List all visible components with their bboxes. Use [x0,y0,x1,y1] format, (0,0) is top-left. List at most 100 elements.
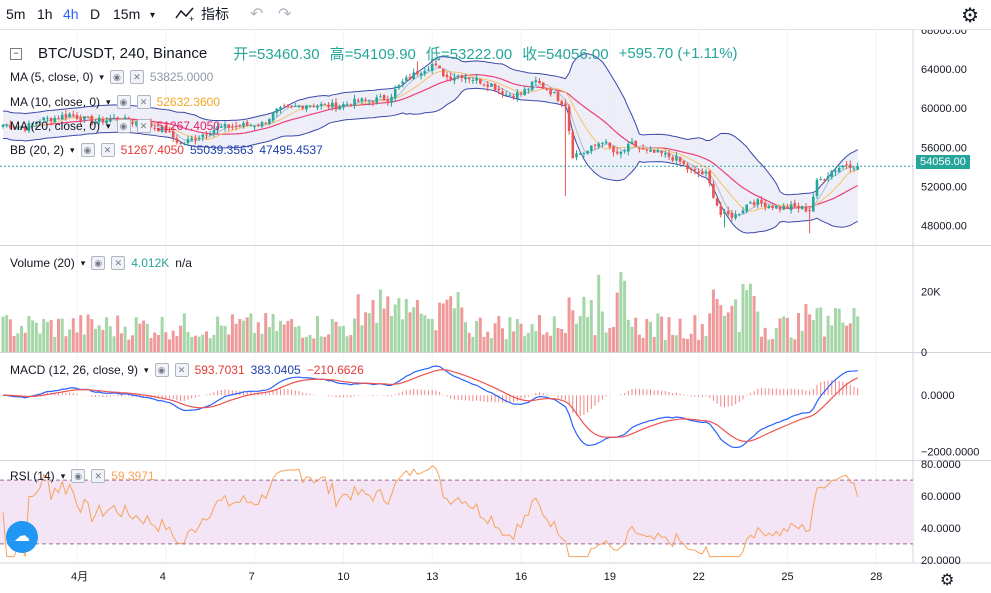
volume-bar [711,289,715,352]
candle-body [430,63,434,71]
volume-bar [401,319,405,352]
volume-bar [600,311,604,352]
tradingview-logo-icon[interactable]: ☁ [6,521,38,553]
volume-bar [719,305,723,352]
volume-bar [471,336,475,352]
eye-icon[interactable]: ◉ [154,363,169,377]
legend-ma10[interactable]: MA (10, close, 0) ▾ ◉ ✕ 52632.3600 [10,95,220,109]
volume-bar [371,299,375,352]
candle-body [471,80,475,82]
close-icon[interactable]: ✕ [100,143,115,157]
volume-bar [575,323,578,352]
candle-body [308,105,312,107]
timeframe-1h[interactable]: 1h [37,6,53,22]
volume-bar [101,329,105,352]
volume-bar [119,333,123,352]
indicators-button[interactable]: + 指标 [175,4,229,24]
settings-gear-icon[interactable]: ⚙ [961,5,979,27]
candle-body [586,150,589,154]
eye-icon[interactable]: ◉ [116,119,131,133]
volume-bar [212,334,216,352]
candle-body [97,117,101,123]
close-icon[interactable]: ✕ [91,469,106,483]
chart-canvas[interactable]: 68000.00 64000.00 60000.00 56000.00 52000.00… [0,30,991,593]
candle-body [519,92,523,94]
volume-bar [168,339,171,352]
eye-icon[interactable]: ◉ [71,469,86,483]
candle-body [590,145,593,152]
volume-bar [75,332,79,352]
close-icon[interactable]: ✕ [136,95,151,109]
legend-ma20[interactable]: MA (20, close, 0) ▾ ◉ ✕ 51267.4050 [10,119,220,133]
timeframe-15m[interactable]: 15m [113,6,141,22]
volume-bar [301,337,305,352]
volume-bar [131,335,134,352]
candle-body [220,126,223,128]
settings-gear-icon-bottom[interactable]: ⚙ [940,572,955,589]
legend-volume[interactable]: Volume (20) ▾ ◉ ✕ 4.012K n/a [10,256,192,270]
legend-macd-name: MACD (12, 26, close, 9) [10,363,139,377]
candle-body [482,84,486,86]
volume-bar [667,317,671,352]
volume-bar [634,317,638,352]
legend-bb[interactable]: BB (20, 2) ▾ ◉ ✕ 51267.4050 55039.3563 474… [10,143,323,157]
legend-rsi[interactable]: RSI (14) ▾ ◉ ✕ 59.3971 [10,469,155,483]
candle-body [319,103,323,106]
candle-body [560,101,563,105]
timeframe-d[interactable]: D [90,6,101,22]
candle-body [675,155,678,161]
chevron-down-icon[interactable]: ▾ [70,144,75,155]
chevron-down-icon[interactable]: ▾ [106,96,111,107]
candle-body [368,100,371,102]
volume-axis-label: 20K [921,286,941,298]
chevron-down-icon[interactable]: ▾ [144,364,149,375]
volume-bar [60,318,64,352]
redo-icon[interactable]: ↷ [278,6,292,23]
volume-bar [316,315,319,352]
candle-body [712,183,715,198]
chevron-down-icon[interactable]: ▾ [60,470,66,481]
candle-body [75,115,79,119]
volume-bar [219,325,223,352]
collapse-icon[interactable]: − [10,47,22,60]
candle-body [23,128,27,131]
legend-ma5[interactable]: MA (5, close, 0) ▾ ◉ ✕ 53825.0000 [10,70,213,84]
volume-bar [179,325,183,352]
timeframe-5m[interactable]: 5m [6,6,26,22]
candle-body [60,114,64,120]
volume-bar [826,315,830,352]
volume-bar [182,313,186,352]
eye-icon[interactable]: ◉ [116,95,131,109]
volume-bar [589,300,593,352]
chevron-down-icon[interactable]: ▾ [99,71,104,82]
eye-icon[interactable]: ◉ [109,70,124,84]
time-axis-label: 7 [249,571,255,583]
volume-bar [349,334,353,352]
candle-body [719,205,723,215]
candle-body [305,105,308,110]
candle-body [545,88,549,91]
close-icon[interactable]: ✕ [111,256,126,270]
volume-bar [23,332,27,352]
rsi-axis-label: 80.0000 [921,459,961,471]
volume-bar [149,338,153,352]
candle-body [197,137,201,140]
close-icon[interactable]: ✕ [174,363,189,377]
candle-body [597,143,600,147]
close-icon[interactable]: ✕ [129,70,144,84]
eye-icon[interactable]: ◉ [80,143,95,157]
chevron-down-icon[interactable]: ▾ [80,257,86,268]
candle-body [571,131,575,159]
volume-bar [71,318,75,352]
eye-icon[interactable]: ◉ [91,256,106,270]
symbol-label[interactable]: BTC/USDT, 240, Binance [38,45,208,62]
candle-body [401,81,404,84]
timeframe-dropdown-chevron-icon[interactable]: ▾ [150,10,156,21]
candle-body [297,105,301,108]
legend-macd[interactable]: MACD (12, 26, close, 9) ▾ ◉ ✕ 593.7031 383… [10,363,364,377]
undo-icon[interactable]: ↶ [250,6,264,23]
candle-body [109,119,112,122]
chevron-down-icon[interactable]: ▾ [106,120,111,131]
close-icon[interactable]: ✕ [136,119,151,133]
timeframe-4h[interactable]: 4h [63,6,79,22]
